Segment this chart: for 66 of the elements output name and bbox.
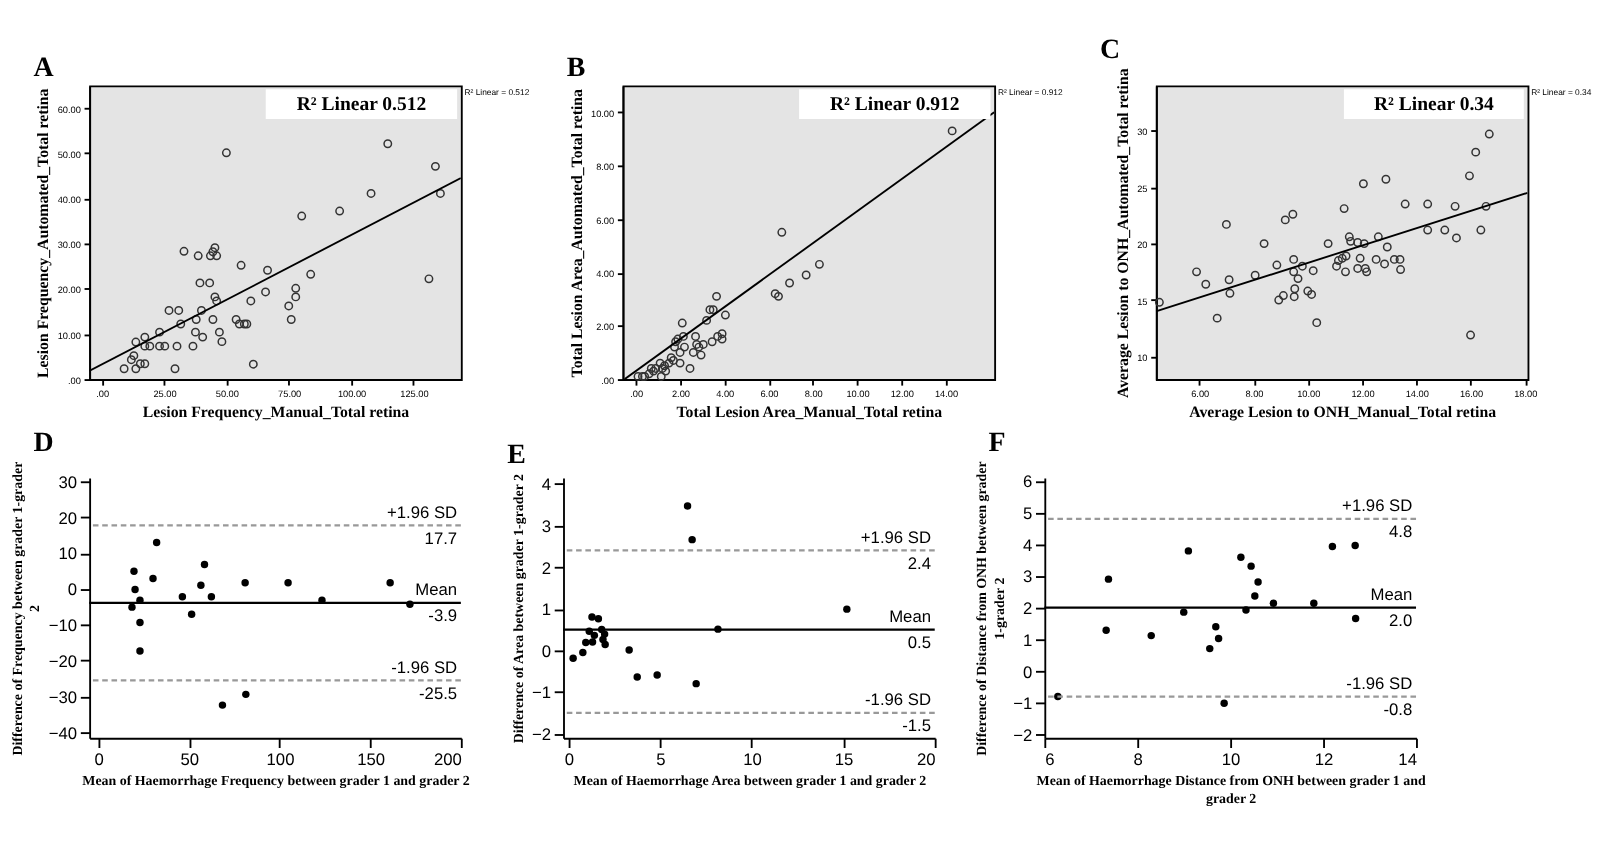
ref-line-label: Mean xyxy=(1370,584,1413,605)
x-tick-label: 14 xyxy=(1398,748,1418,769)
y-tick-label: −1 xyxy=(531,682,552,703)
chart-title: B xyxy=(566,54,586,85)
x-tick-label: 150 xyxy=(357,748,386,769)
y-tick-label: −20 xyxy=(48,651,78,672)
annotation: 2.0 xyxy=(1389,610,1413,631)
y-tick-label: −1 xyxy=(1013,693,1033,714)
y-tick-label: 20 xyxy=(58,507,78,528)
y-tick-label: 1 xyxy=(1022,629,1033,650)
y-tick-label: 0 xyxy=(1022,661,1033,682)
x-tick-label: 6 xyxy=(1045,748,1056,769)
chart-title: A xyxy=(33,54,54,85)
y-tick-label: −2 xyxy=(1013,725,1033,746)
y-tick-label: −2 xyxy=(531,724,552,745)
ref-line-label: +1.96 SD xyxy=(1342,495,1413,516)
x-tick-label: 50 xyxy=(180,748,200,769)
y-tick-label: 10 xyxy=(58,543,78,564)
x-tick-label: 0 xyxy=(564,748,575,769)
y-tick-label: 3 xyxy=(1022,566,1033,587)
y-tick-label: 2 xyxy=(541,557,552,578)
x-tick-label: 10 xyxy=(743,748,763,769)
ref-line-label: +1.96 SD xyxy=(860,527,932,548)
ref-line-label: Mean xyxy=(415,579,458,600)
ref-line-label: -1.96 SD xyxy=(865,689,932,710)
chart-title: F xyxy=(988,428,1006,459)
chart-title: E xyxy=(507,440,526,471)
ref-line-label: +1.96 SD xyxy=(386,501,458,522)
x-tick-label: 10 xyxy=(1221,748,1242,769)
ref-line-label: -1.96 SD xyxy=(391,656,458,677)
y-tick-label: 0 xyxy=(67,579,78,600)
annotation: 4.8 xyxy=(1389,521,1413,542)
annotation: R² Linear 0.34 xyxy=(1373,93,1495,116)
x-tick-label: 8 xyxy=(1133,748,1144,769)
y-tick-label: 4 xyxy=(541,474,552,495)
y-tick-label: −30 xyxy=(48,687,78,708)
y-tick-label: 30 xyxy=(58,471,78,492)
x-tick-label: 20 xyxy=(917,748,937,769)
x-tick-label: 5 xyxy=(656,748,667,769)
annotation: -0.8 xyxy=(1383,699,1414,720)
y-tick-label: −40 xyxy=(48,722,78,743)
y-tick-label: 2 xyxy=(1022,598,1033,619)
x-tick-label: 200 xyxy=(433,748,463,769)
annotation: 0.5 xyxy=(907,632,932,653)
y-tick-label: 5 xyxy=(1022,503,1033,524)
annotation: R² Linear 0.512 xyxy=(296,93,427,116)
annotation: 2.4 xyxy=(907,553,932,574)
chart-title: D xyxy=(33,429,54,460)
y-tick-label: 6 xyxy=(1022,471,1033,492)
annotation: -1.5 xyxy=(902,715,932,736)
x-tick-label: 15 xyxy=(834,748,855,769)
ref-line-label: Mean xyxy=(889,606,932,627)
chart-title: C xyxy=(1100,35,1121,66)
x-tick-label: 12 xyxy=(1314,748,1335,769)
annotation: -3.9 xyxy=(428,605,458,626)
x-tick-label: 100 xyxy=(266,748,296,769)
y-tick-label: 3 xyxy=(541,515,552,536)
annotation: R² Linear 0.912 xyxy=(830,93,960,116)
annotation: 17.7 xyxy=(424,527,458,548)
y-tick-label: 0 xyxy=(541,640,552,661)
annotation: -25.5 xyxy=(419,682,458,703)
y-tick-label: 4 xyxy=(1022,534,1033,555)
y-tick-label: 1 xyxy=(541,599,552,620)
y-tick-label: −10 xyxy=(48,615,78,636)
x-tick-label: 0 xyxy=(94,748,105,769)
ref-line-label: -1.96 SD xyxy=(1346,673,1413,694)
